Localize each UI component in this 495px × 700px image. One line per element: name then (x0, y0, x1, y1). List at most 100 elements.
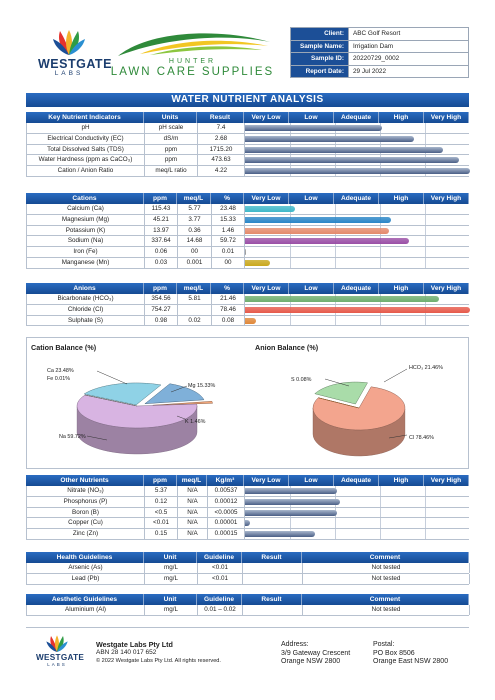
level-header: Low (289, 112, 334, 123)
table-row: pH pH scale 7.4 (26, 123, 469, 134)
table-cell: N/A (178, 507, 208, 518)
table-cell: Not tested (303, 563, 470, 573)
table-cell (178, 304, 212, 315)
table-cell: pH (27, 123, 145, 133)
table-row: Arsenic (As) mg/L <0.01 Not tested (26, 563, 470, 574)
table-cell: 115.43 (145, 204, 178, 214)
column-header: ppm (144, 193, 177, 204)
table-row: Total Dissolved Salts (TDS) ppm 1715.20 (26, 144, 469, 156)
level-bar (245, 135, 414, 142)
table-cell: 5.37 (145, 486, 178, 496)
table-cell: 1715.20 (198, 144, 245, 155)
footer-logo-name: WESTGATE (36, 653, 85, 662)
level-gridline (290, 247, 291, 257)
pie-label-fe: Fe 0.01% (47, 376, 71, 382)
level-header: Very High (424, 475, 469, 486)
level-header: High (379, 475, 424, 486)
table-cell: 0.00015 (208, 529, 245, 539)
address-line: Address: (281, 641, 309, 648)
report-title: WATER NUTRIENT ANALYSIS (26, 93, 469, 107)
level-header: Very High (424, 193, 469, 204)
level-header: Very High (424, 112, 469, 123)
table-cell: 59.72 (212, 236, 245, 247)
info-row: Report Date: 29 Jul 2022 (290, 64, 469, 78)
anion-pie-chart (312, 368, 408, 457)
level-bar (245, 168, 470, 175)
info-value: ABC Golf Resort (348, 27, 469, 41)
table-cell: 0.15 (145, 529, 178, 539)
swoosh-icon (118, 33, 270, 56)
aesthetic-guidelines-table-header: Aesthetic Guidelines Unit Guideline Result C… (26, 594, 469, 605)
table-cell: Water Hardness (ppm as CaCO₃) (27, 155, 145, 166)
footer-postal: Postal: PO Box 8506 Orange East NSW 2800 (373, 641, 448, 667)
table-row: Cation / Anion Ratio meq/L ratio 4.22 (26, 166, 470, 177)
cation-pie-chart (76, 370, 213, 455)
column-header: Health Guidelines (26, 552, 144, 563)
table-cell: mg/L (145, 563, 198, 573)
table-cell: <0.0005 (208, 507, 245, 518)
level-bar (245, 146, 443, 153)
column-header: Key Nutrient Indicators (26, 112, 144, 123)
level-bar (245, 259, 270, 266)
info-key: Client: (290, 27, 349, 41)
pie-leader-line (383, 368, 408, 383)
table-cell: Lead (Pb) (27, 573, 145, 584)
table-cell: mg/L (145, 573, 198, 584)
column-header: Unit (144, 552, 197, 563)
info-row: Client: ABC Golf Resort (290, 27, 469, 41)
health-guidelines-table-header: Health Guidelines Unit Guideline Result Comm… (26, 552, 469, 563)
level-gridline (290, 518, 291, 529)
level-gridline (425, 247, 426, 257)
level-header: Low (289, 193, 334, 204)
level-bar (245, 249, 247, 256)
level-gridline (425, 204, 426, 214)
table-row: Manganese (Mn) 0.03 0.001 00 (26, 257, 469, 269)
level-gridline (290, 315, 291, 326)
table-cell: Bicarbonate (HCO₃) (27, 294, 145, 304)
other-nutrients-table: Other Nutrients ppm meq/L Kg/m³ Very Low Low A… (26, 475, 469, 540)
pie-slice-ca (83, 382, 162, 406)
table-cell: 0.98 (145, 315, 178, 326)
table-cell: Magnesium (Mg) (27, 214, 145, 225)
table-row: Sulphate (S) 0.98 0.02 0.08 (26, 315, 469, 327)
level-gridline (335, 518, 336, 529)
level-gridline (425, 123, 426, 133)
table-cell: pH scale (145, 123, 198, 133)
table-cell: 0.12 (145, 496, 178, 507)
level-bar (245, 520, 250, 527)
hunter-logo: HUNTER LAWN CARE SUPPLIES (110, 30, 275, 80)
table-row: Magnesium (Mg) 45.21 3.77 15.33 (26, 214, 469, 226)
pie-label-na: Na 59.72% (59, 434, 86, 440)
table-row: Zinc (Zn) 0.15 N/A 0.00015 (26, 529, 469, 540)
table-cell: Not tested (303, 573, 470, 584)
level-gridline (425, 214, 426, 225)
balance-charts: Cation Balance (%) Anion Balance (%) Ca … (26, 337, 469, 469)
level-gridline (425, 496, 426, 507)
pie-slice-mg (144, 383, 205, 405)
column-header: ppm (144, 283, 177, 294)
column-header: ppm (144, 475, 177, 486)
postal-line: Orange East NSW 2800 (373, 658, 449, 666)
level-header: Very High (424, 283, 469, 294)
table-cell: Iron (Fe) (27, 247, 145, 257)
table-cell (243, 605, 303, 615)
pie-label-mg: Mg 15.33% (188, 383, 216, 389)
table-cell: Nitrate (NO₃) (27, 486, 145, 496)
key-indicators-table: Key Nutrient Indicators Units Result Very L… (26, 112, 470, 177)
pie-leader-line (170, 385, 188, 393)
table-cell: 00 (178, 247, 212, 257)
pie-slice-cl (312, 386, 406, 431)
pie-leader-line (176, 415, 186, 420)
pie-slice-k (152, 401, 213, 406)
level-gridline (425, 236, 426, 247)
table-cell: 78.46 (212, 304, 245, 315)
level-gridline (335, 529, 336, 539)
level-gridline (425, 486, 426, 496)
table-cell: 14.68 (178, 236, 212, 247)
table-cell: Calcium (Ca) (27, 204, 145, 214)
table-cell: dS/m (145, 133, 198, 144)
footer-divider (26, 627, 469, 628)
table-row: Copper (Cu) <0.01 N/A 0.00001 (26, 518, 469, 530)
table-row: Nitrate (NO₃) 5.37 N/A 0.00537 (26, 486, 469, 497)
level-gridline (425, 529, 426, 539)
